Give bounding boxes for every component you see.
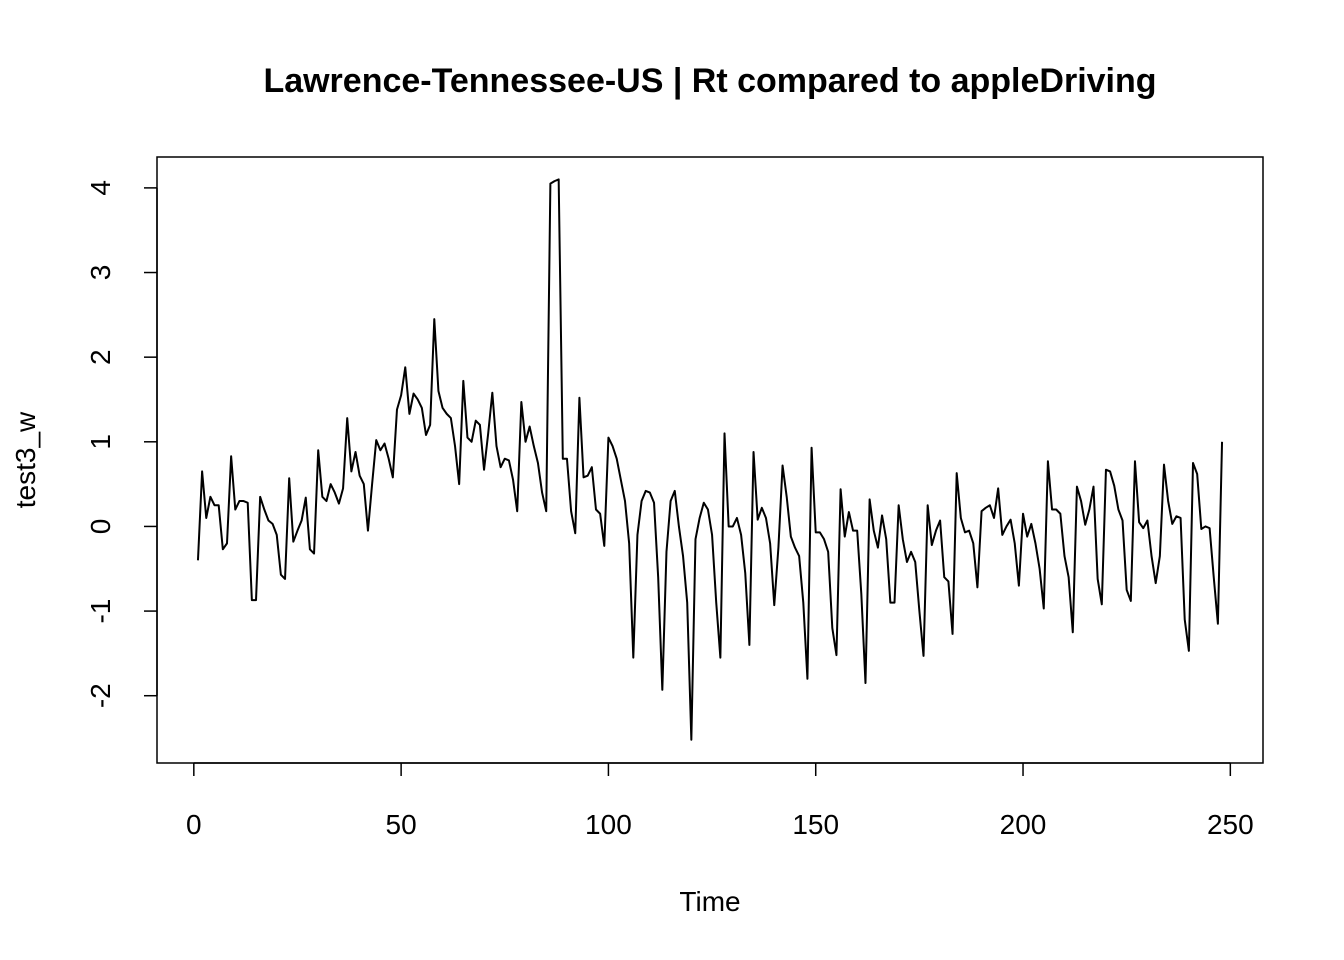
plot-frame	[156, 156, 1264, 764]
x-tick-label: 200	[1000, 809, 1047, 840]
x-tick-label: 50	[386, 809, 417, 840]
y-tick-label: -2	[85, 683, 116, 708]
x-axis-label: Time	[679, 886, 740, 917]
y-tick-label: 4	[85, 180, 116, 196]
x-tick-label: 250	[1207, 809, 1254, 840]
y-tick-label: 3	[85, 265, 116, 281]
y-tick-label: 0	[85, 519, 116, 535]
y-tick-label: 2	[85, 349, 116, 365]
x-tick-label: 150	[792, 809, 839, 840]
x-tick-label: 100	[585, 809, 632, 840]
y-axis-label: test3_w	[10, 411, 41, 508]
y-tick-label: 1	[85, 434, 116, 450]
x-tick-label: 0	[186, 809, 202, 840]
chart-title: Lawrence-Tennessee-US | Rt compared to a…	[263, 62, 1156, 100]
y-tick-label: -1	[85, 599, 116, 624]
data-line	[196, 178, 1224, 741]
